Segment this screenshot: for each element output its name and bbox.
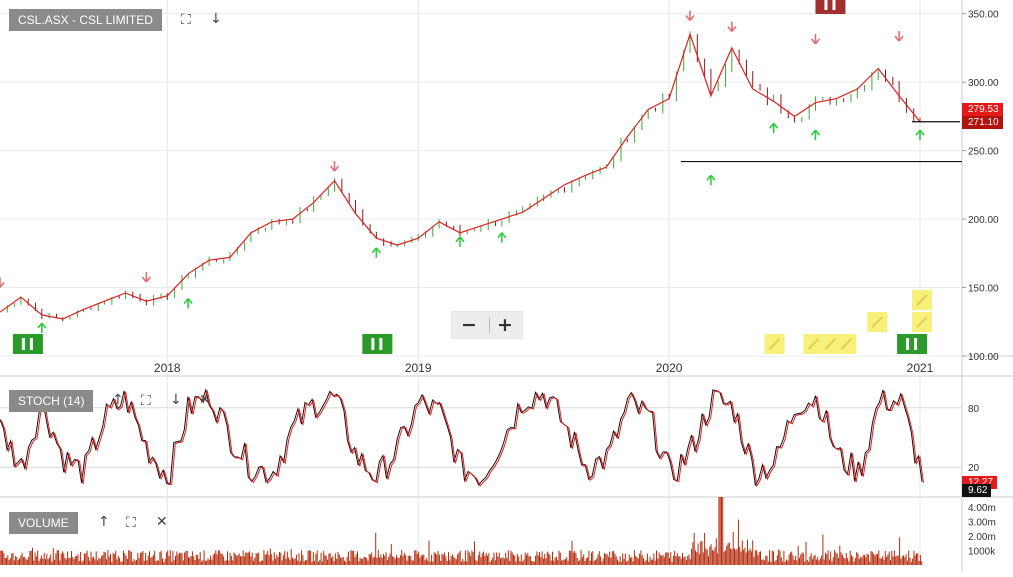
x-tick-label: 2021	[907, 361, 934, 375]
instrument-label: CSL.ASX - CSL LIMITED	[9, 9, 162, 31]
moving-average-line	[0, 32, 921, 320]
ma-price-tag: 279.53	[962, 103, 1003, 116]
stoch-d-line	[1, 389, 924, 488]
signal-marker	[897, 334, 928, 354]
up-arrow-marker	[706, 174, 716, 186]
x-tick-label: 2018	[154, 361, 181, 375]
y-tick-label: 20	[968, 463, 980, 474]
x-tick-label: 2019	[405, 361, 432, 375]
y-tick-label: 300.00	[968, 78, 999, 89]
pencil-icon	[807, 338, 820, 350]
y-tick-label: 2.00m	[968, 532, 996, 543]
pencil-icon	[916, 294, 928, 306]
pencil-icon	[840, 338, 853, 350]
up-arrow-marker	[497, 232, 507, 243]
expand-icon[interactable]: ⛶	[141, 393, 151, 409]
up-arrow-marker	[810, 129, 821, 141]
signal-marker-bar	[914, 338, 918, 350]
pencil-icon	[871, 316, 883, 328]
stoch-label: STOCH (14)	[9, 390, 94, 412]
y-tick-label: 200.00	[968, 215, 999, 226]
down-arrow-marker	[894, 31, 904, 42]
pencil-icon	[916, 316, 928, 328]
zoom-in-button[interactable]: +	[497, 314, 513, 336]
pencil-icon	[768, 338, 781, 350]
price-candles	[6, 31, 921, 322]
up-arrow-marker	[37, 322, 47, 334]
down-arrow-marker	[810, 33, 821, 45]
y-tick-label: 4.00m	[968, 503, 996, 514]
signal-marker-bar	[29, 338, 33, 350]
arrow-down-icon[interactable]: ↓	[210, 11, 222, 27]
signal-marker-bar	[21, 338, 25, 350]
arrow-up-icon[interactable]: ↑	[98, 514, 110, 530]
down-arrow-marker	[0, 277, 5, 289]
arrow-up-icon[interactable]: ↑	[112, 392, 124, 408]
up-arrow-marker	[769, 122, 779, 134]
signal-marker-bar	[379, 338, 383, 350]
signal-marker-bar	[824, 0, 828, 10]
y-tick-label: 3.00m	[968, 518, 996, 529]
signal-marker-bar	[371, 338, 375, 350]
up-arrow-marker	[371, 247, 381, 258]
y-tick-label: 350.00	[968, 10, 999, 21]
up-arrow-marker	[915, 129, 925, 141]
up-arrow-marker	[455, 236, 465, 247]
signal-marker	[815, 0, 846, 14]
current-price-tag: 271.10	[962, 116, 1003, 129]
arrow-down-icon[interactable]: ↓	[170, 392, 182, 408]
y-tick-label: 250.00	[968, 147, 999, 158]
signal-marker-bar	[906, 338, 910, 350]
stoch-k-line	[0, 388, 923, 487]
close-icon[interactable]: ✕	[199, 392, 211, 408]
zoom-out-button[interactable]: −	[461, 314, 477, 336]
x-tick-label: 2020	[656, 361, 683, 375]
zoom-control: − +	[451, 311, 523, 339]
volume-bars	[0, 497, 923, 565]
pencil-icon	[824, 338, 837, 350]
expand-icon[interactable]: ⛶	[126, 515, 136, 531]
down-arrow-marker	[141, 272, 151, 283]
y-tick-label: 150.00	[968, 284, 999, 295]
signal-marker	[12, 334, 43, 354]
y-tick-label: 100.00	[968, 352, 999, 363]
close-icon[interactable]: ✕	[156, 514, 168, 530]
zoom-divider	[489, 317, 490, 333]
y-tick-label: 1000k	[968, 547, 996, 558]
down-arrow-marker	[329, 161, 340, 172]
down-arrow-marker	[685, 10, 695, 22]
signal-marker	[362, 334, 393, 354]
stoch-d-tag: 9.62	[962, 484, 992, 497]
volume-label: VOLUME	[9, 512, 78, 534]
signal-marker-bar	[832, 0, 836, 10]
down-arrow-marker	[727, 21, 737, 32]
y-tick-label: 80	[968, 404, 980, 415]
expand-icon[interactable]: ⛶	[181, 12, 191, 28]
up-arrow-marker	[183, 297, 193, 309]
